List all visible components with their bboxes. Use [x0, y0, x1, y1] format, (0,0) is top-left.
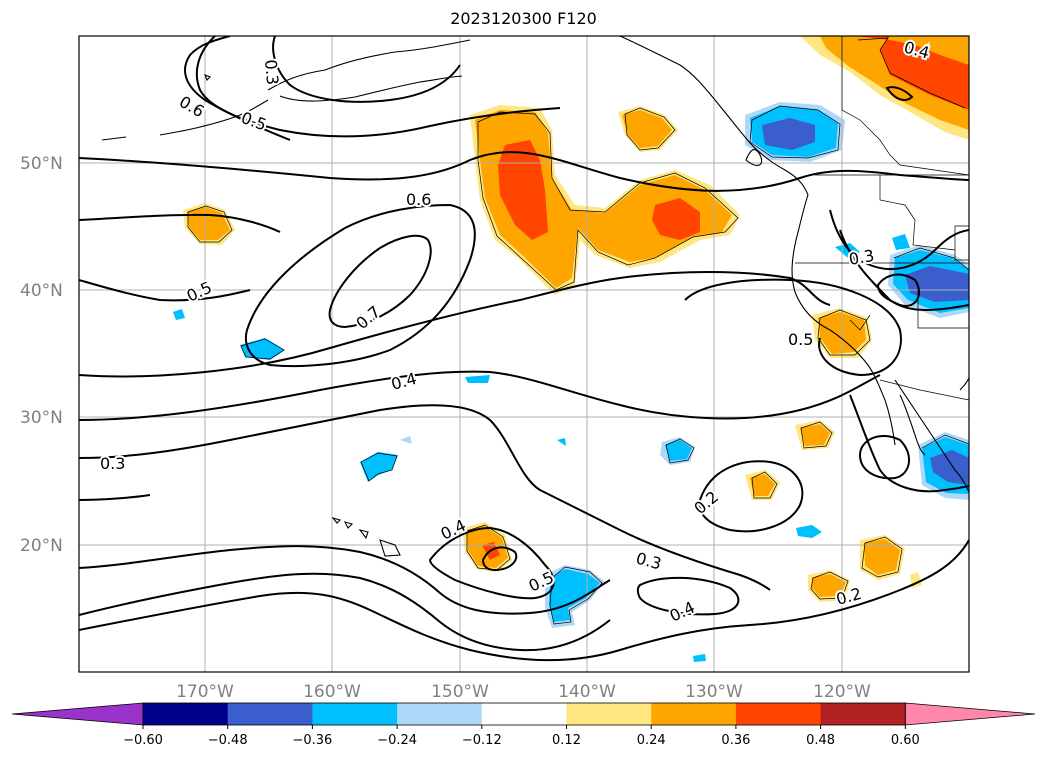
colorbar-segment	[566, 703, 652, 725]
contour-label: 0.6	[406, 190, 431, 209]
colorbar-tick-label: −0.24	[377, 733, 417, 748]
map-frame	[78, 35, 970, 673]
colorbar-frame	[142, 702, 906, 726]
contour-label: 0.3	[634, 549, 664, 574]
colorbar-tick-label: 0.60	[891, 733, 920, 748]
graticule	[79, 36, 969, 672]
lon-label: 140°W	[558, 682, 616, 702]
colorbar-segment	[227, 703, 313, 725]
colorbar-segment	[735, 703, 822, 725]
coastlines	[101, 36, 969, 557]
map-title: 2023120300 F120	[450, 9, 597, 28]
colorbar: −0.60 −0.48 −0.36 −0.24 −0.12 0.12 0.24 0.36 0.4…	[11, 702, 1036, 748]
colorbar-tick-label: 0.48	[806, 733, 835, 748]
contour-lines	[79, 36, 969, 662]
colorbar-segment	[481, 703, 567, 725]
contour-label: 0.5	[184, 278, 215, 306]
colorbar-segment	[143, 703, 229, 725]
contour-label: 0.5	[788, 330, 813, 349]
lon-label: 160°W	[303, 682, 361, 702]
lon-label: 150°W	[431, 682, 489, 702]
longitude-labels: 170°W 160°W 150°W 140°W 130°W 120°W	[176, 682, 871, 702]
contour-label: 0.3	[100, 454, 125, 473]
colorbar-tick-label: −0.48	[208, 733, 248, 748]
colorbar-segment	[312, 703, 398, 725]
lon-label: 120°W	[813, 682, 871, 702]
borders	[795, 36, 969, 401]
patch-outlines	[187, 37, 969, 625]
contour-label: 0.7	[352, 302, 384, 333]
latitude-labels: 50°N 40°N 30°N 20°N	[20, 154, 63, 556]
colorbar-tick-label: −0.36	[292, 733, 332, 748]
colorbar-tick-label: −0.60	[123, 733, 163, 748]
negative-anomaly-patches	[173, 102, 969, 662]
colorbar-tick-label: −0.12	[462, 733, 502, 748]
contour-label: 0.4	[667, 598, 698, 626]
colorbar-extend-low	[11, 702, 144, 726]
lat-label: 50°N	[20, 154, 63, 174]
lon-label: 130°W	[685, 682, 743, 702]
lon-label: 170°W	[176, 682, 234, 702]
colorbar-tick-label: 0.24	[637, 733, 666, 748]
map-area	[79, 36, 969, 672]
lat-label: 30°N	[20, 408, 63, 428]
contour-label: 0.6	[176, 92, 208, 121]
lat-label: 20°N	[20, 536, 63, 556]
colorbar-extend-high	[904, 702, 1036, 726]
contour-label: 0.3	[261, 59, 282, 86]
colorbar-segment	[397, 703, 483, 725]
colorbar-segment	[820, 703, 906, 725]
lat-label: 40°N	[20, 281, 63, 301]
contour-label: 0.2	[690, 487, 722, 518]
contour-label: 0.4	[389, 369, 419, 394]
positive-anomaly-patches	[183, 36, 969, 602]
colorbar-segment	[651, 703, 737, 725]
colorbar-tick-label: 0.36	[721, 733, 750, 748]
colorbar-tick-label: 0.12	[552, 733, 581, 748]
